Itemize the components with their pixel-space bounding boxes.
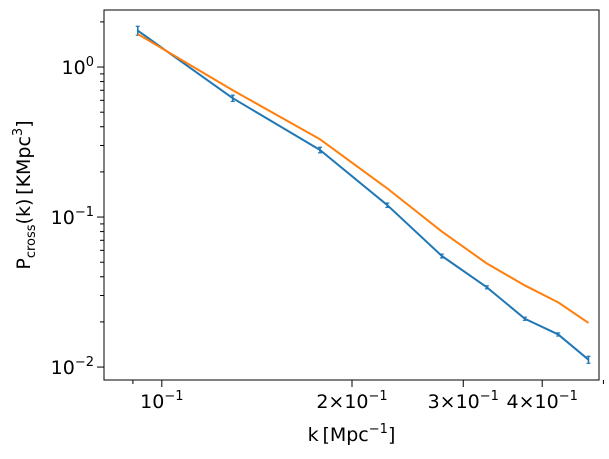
x-tick-label: 4×10−1 xyxy=(507,389,578,413)
x-tick-label-exponent: −1 xyxy=(164,389,183,404)
x-tick-label-base: 3×10 xyxy=(428,391,480,413)
x-tick-label: 3×10−1 xyxy=(428,389,499,413)
x-tick-label-exponent: −1 xyxy=(559,389,578,404)
y-tick-label: 100 xyxy=(62,55,94,79)
plot-frame xyxy=(103,9,600,381)
x-tick-label-base: 2×10 xyxy=(316,391,368,413)
y-tick-label-base: 10 xyxy=(62,57,86,79)
y-tick-label: 10−1 xyxy=(51,205,94,229)
x-tick-label-exponent: −1 xyxy=(369,389,388,404)
series-2-line xyxy=(137,33,590,324)
y-axis-label: Pcross(k) [KMpc3] xyxy=(11,120,39,269)
x-axis-label: k [Mpc−1] xyxy=(308,422,396,446)
y-tick-label-exponent: −2 xyxy=(75,355,94,370)
y-tick-label-base: 10 xyxy=(51,207,75,229)
x-tick-label: 10−1 xyxy=(140,389,183,413)
series-layer xyxy=(135,25,591,364)
y-tick-label-base: 10 xyxy=(51,357,75,379)
plot-area xyxy=(104,10,599,380)
x-tick-label-base: 10 xyxy=(140,391,164,413)
x-axis-ticks: 10−1 2×10−1 3×10−1 4×10−1 xyxy=(132,380,604,413)
x-tick-label: 2×10−1 xyxy=(316,389,387,413)
y-tick-label-exponent: 0 xyxy=(86,55,94,70)
x-tick-label-exponent: −1 xyxy=(480,389,499,404)
x-tick-label-base: 4×10 xyxy=(507,391,559,413)
y-tick-label-exponent: −1 xyxy=(75,205,94,220)
y-tick-label: 10−2 xyxy=(51,355,94,379)
